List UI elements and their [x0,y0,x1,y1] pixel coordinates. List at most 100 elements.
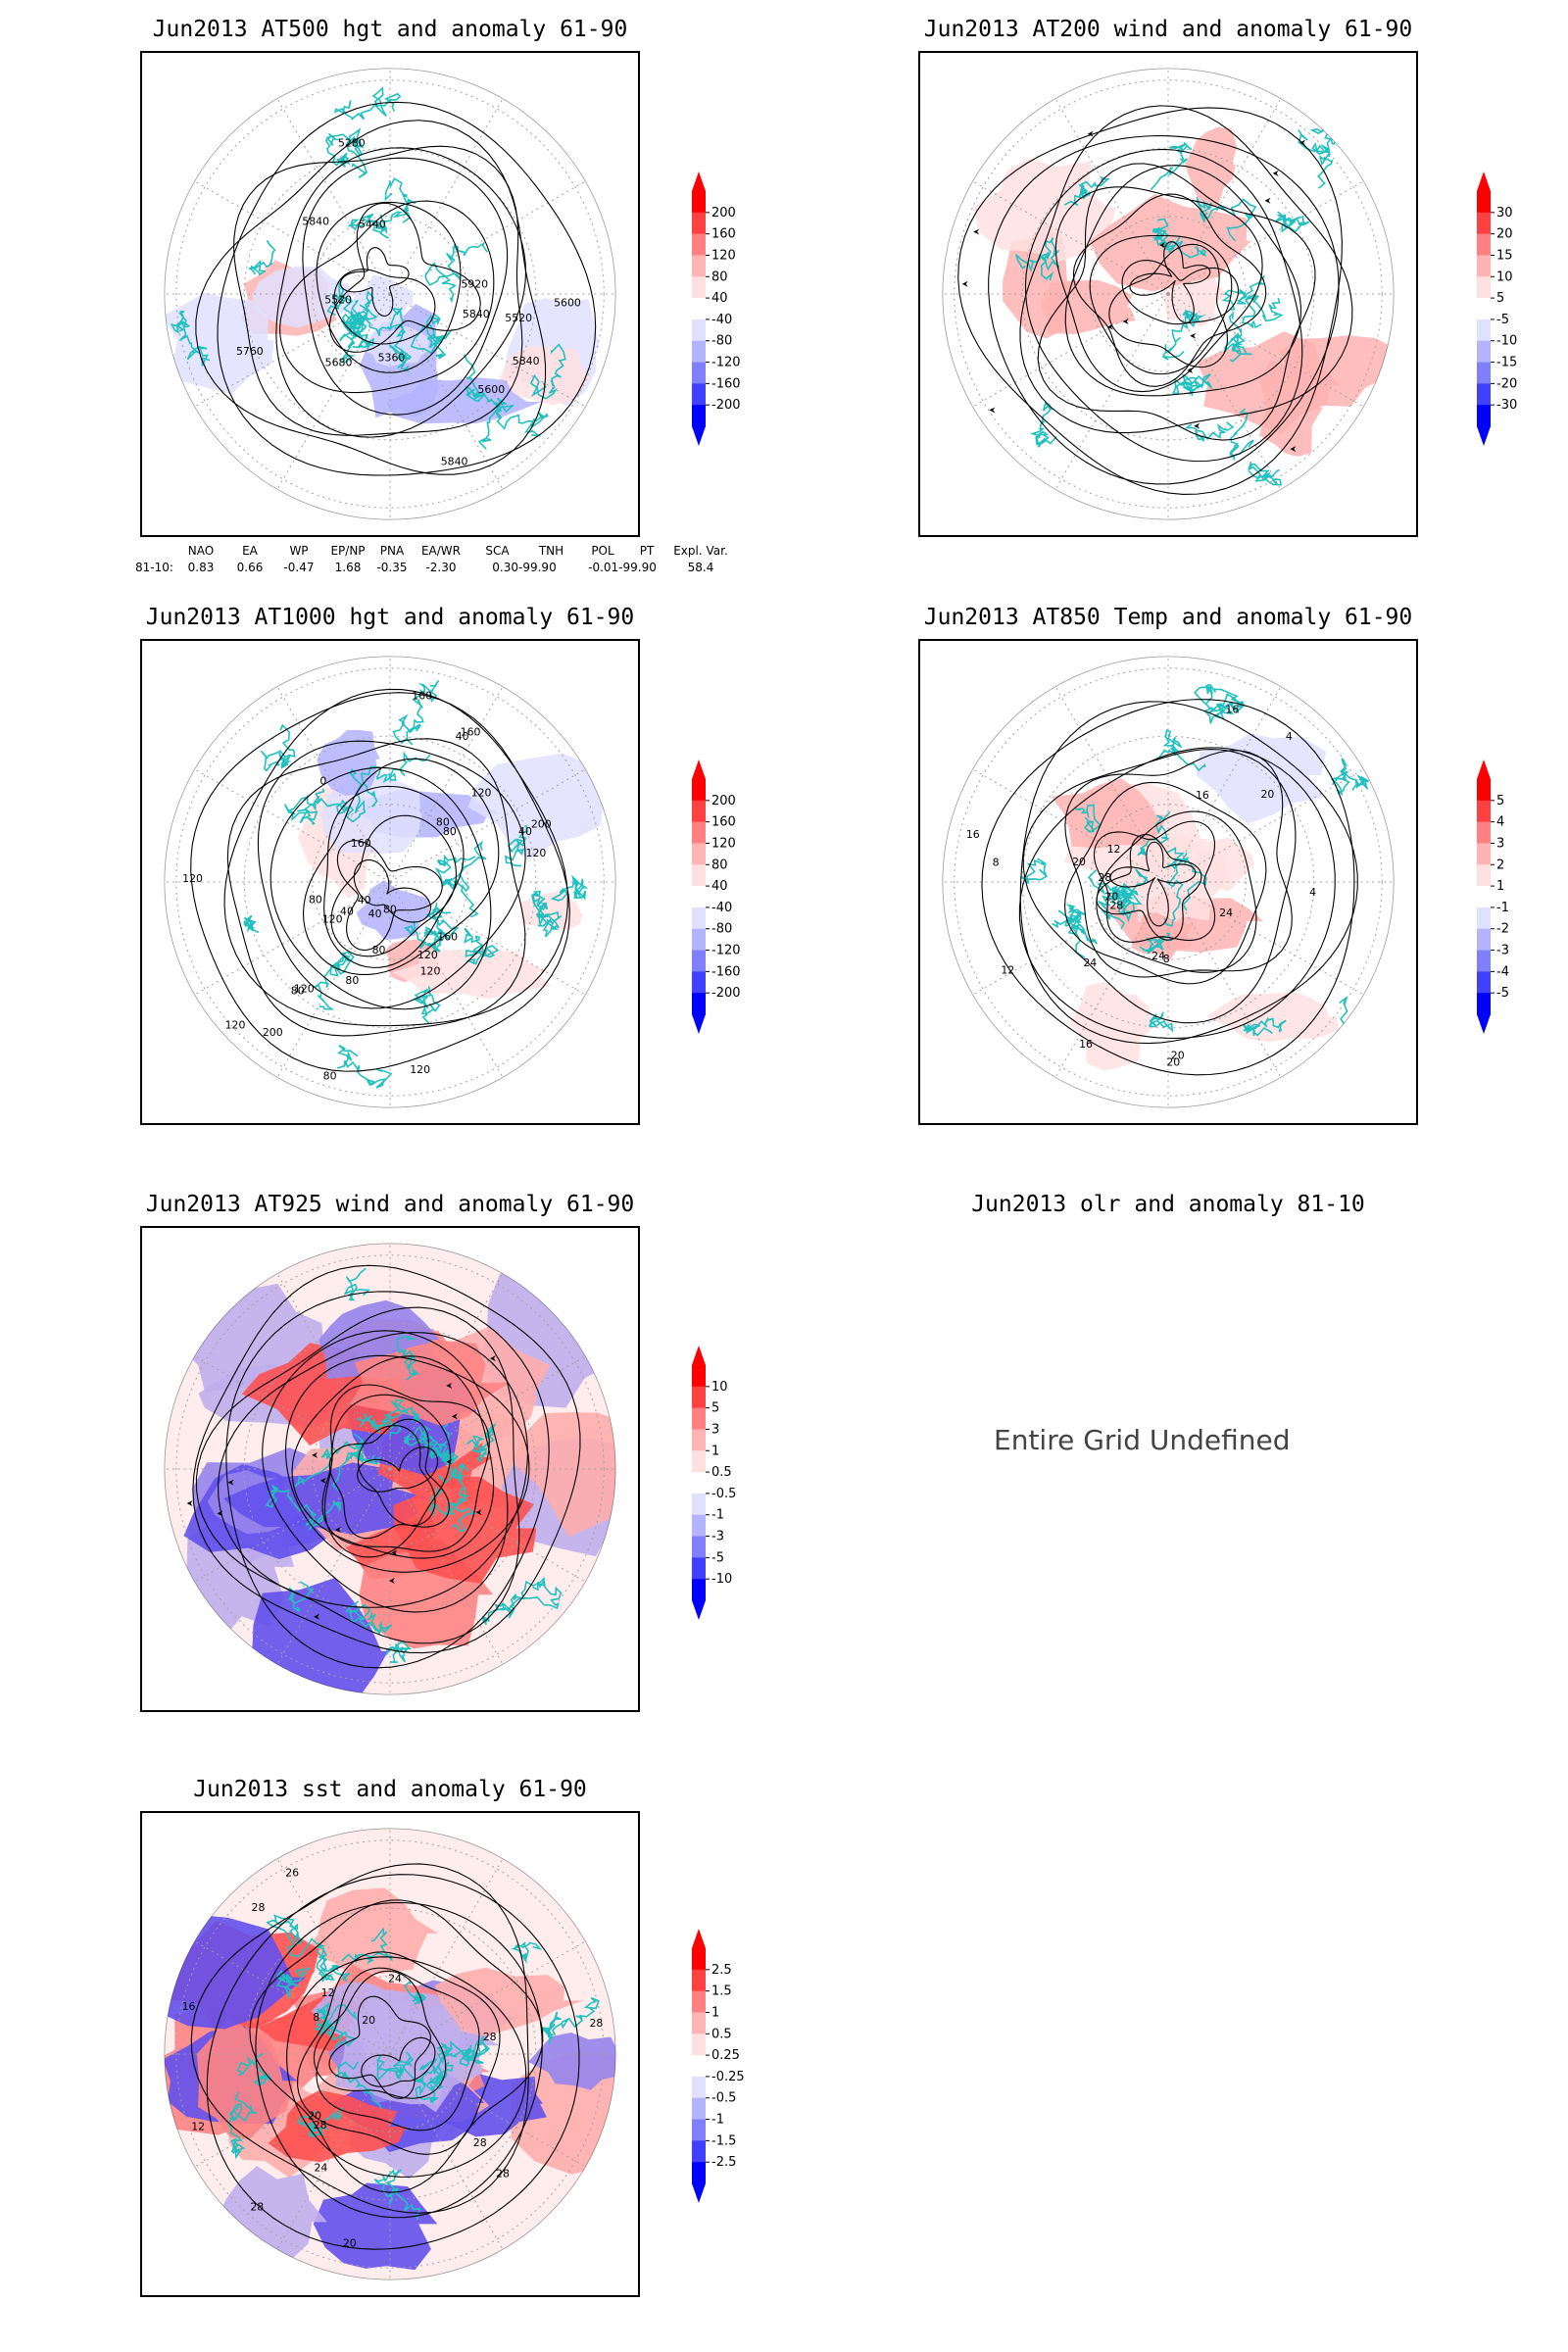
map-panel-sst: 28 28 24 20 24 26 20 16 12 8 28 28 28 20 12 28 28 [140,1811,640,2297]
contour-label: 160 [461,726,481,739]
contour-label: 12 [1001,963,1014,976]
tc-value: 0.66 [236,561,264,574]
colorbar-tick-label: -0.5 [711,1487,736,1501]
panel-title-olr: Jun2013 olr and anomaly 81-10 [971,1192,1365,1217]
contour-label: 120 [471,786,492,799]
contour-label: 5840 [513,355,540,368]
colorbar-tick-label: -0.5 [711,2091,736,2106]
panel-title-at925: Jun2013 AT925 wind and anomaly 61-90 [145,1192,635,1217]
panel-title-at1000: Jun2013 AT1000 hgt and anomaly 61-90 [145,605,635,630]
colorbar-tick-label: -80 [711,334,732,349]
colorbar-tick-label: -1 [711,1508,724,1523]
contour-label: 80 [372,944,386,956]
colorbar-tick-label: -120 [711,356,741,370]
contour-label: 28 [314,2119,327,2132]
contour-label: 120 [420,965,441,978]
contour-label: 24 [388,1973,402,1985]
tc-value: 1.68 [334,561,362,574]
contour-label: 160 [412,689,432,702]
contour-label: 80 [383,904,397,916]
colorbar-tick-label: 160 [711,227,736,242]
colorbar-tick-label: 5 [711,1401,719,1416]
map-panel-at1000: 80 80 120 160 200 160 120 80 120 40 40 120 0 40 80 120 1… [140,639,640,1125]
contour-label: 16 [1225,703,1239,715]
contour-label: 40 [340,906,354,918]
contour-label: 16 [182,2000,196,2013]
colorbar-tick-label: -2 [1496,922,1509,937]
colorbar-tick-label: 120 [711,248,736,263]
tc-header: TNH [538,544,564,558]
contour-label: 24 [1152,950,1165,962]
colorbar-tick-label: 0.5 [711,2027,732,2041]
colorbar-tick-label: 80 [711,858,728,872]
contour-label: 200 [531,817,552,830]
colorbar-tick-label: 10 [711,1380,728,1395]
contour-label: 24 [1219,906,1233,919]
contour-label: 20 [343,2236,357,2249]
contour-label: 8 [1163,953,1170,965]
contour-label: 16 [966,828,980,841]
panel-title-at500: Jun2013 AT500 hgt and anomaly 61-90 [152,17,628,42]
contour-label: 20 [1104,891,1118,904]
contour-label: 5280 [338,137,366,150]
contour-label: 40 [518,825,532,838]
contour-label: 80 [309,893,322,906]
contour-label: 120 [294,982,315,995]
colorbar-tick-label: -200 [711,398,741,413]
contour-label: 5360 [378,352,406,365]
contour-label: 80 [345,974,359,987]
colorbar-tick-label: -5 [711,1550,724,1565]
colorbar-tick-label: -80 [711,922,732,937]
contour-label: 12 [321,1986,335,1999]
undefined-grid-message: Entire Grid Undefined [994,1424,1291,1456]
contour-label: 8 [993,856,1000,868]
teleconnection-values: 81-10: 0.83 0.66 -0.47 1.68 -0.35 -2.30 … [135,561,735,574]
teleconnection-table: NAO EA WP EP/NP PNA EA/WR SCA TNH POL PT… [135,544,735,574]
contour-label: 26 [285,1867,299,1880]
colorbar-tick-label: -1 [1496,901,1509,915]
colorbar-sst: 2.5 1.5 1 0.5 0.25 -0.25 -0.5 -1 -1.5 -2.5 [682,1929,800,2203]
contour-label: 28 [252,1901,266,1914]
contour-label: 120 [225,1019,246,1032]
tc-header: NAO [187,544,215,558]
colorbar-at200: 30 20 15 10 5 -5 -10 -15 -20 -30 [1467,172,1568,446]
colorbar-at1000: 200 160 120 80 40 -40 -80 -120 -160 -200 [682,760,800,1034]
contour-label: 120 [322,913,343,926]
colorbar-tick-label: 5 [1496,794,1504,808]
contour-label: 28 [1098,871,1111,884]
colorbar-tick-label: -120 [711,944,741,958]
tc-value: 0.30-99.90 [492,561,557,574]
tc-header: PT [639,544,655,558]
contour-label: 80 [291,984,305,997]
colorbar-tick-label: 2 [1496,858,1504,872]
contour-label: 5600 [554,296,581,309]
contour-label: 120 [410,1063,430,1076]
tc-value: -0.35 [376,561,408,574]
contour-label: 8 [313,2011,319,2024]
colorbar-tick-label: -1.5 [711,2133,736,2148]
contour-label: 120 [417,949,438,961]
panel-title-at850: Jun2013 AT850 Temp and anomaly 61-90 [923,605,1413,630]
map-panel-at925 [140,1226,640,1712]
contour-label: 20 [1171,1049,1185,1061]
colorbar-tick-label: -15 [1496,356,1517,370]
contour-label: 120 [526,847,547,859]
colorbar-tick-label: 30 [1496,206,1513,220]
contour-label: 5760 [236,345,264,358]
colorbar-tick-label: -40 [711,313,732,327]
colorbar-at850: 5 4 3 2 1 -1 -2 -3 -4 -5 [1467,760,1568,1034]
colorbar-tick-label: -30 [1496,398,1517,413]
colorbar-tick-label: 120 [711,836,736,851]
contour-label: 20 [308,2110,321,2123]
tc-header: Expl. Var. [673,544,728,558]
contour-label: 4 [1309,886,1316,899]
colorbar-tick-label: 200 [711,794,736,808]
contour-label: 4 [1286,730,1293,743]
colorbar-tick-label: 1 [711,1444,719,1458]
colorbar-tick-label: 1 [1496,879,1504,894]
tc-header: WP [289,544,309,558]
contour-label: 28 [250,2200,264,2213]
tc-value: -0.47 [283,561,315,574]
colorbar-tick-label: 1 [711,2005,719,2020]
contour-label: 28 [483,2031,497,2043]
